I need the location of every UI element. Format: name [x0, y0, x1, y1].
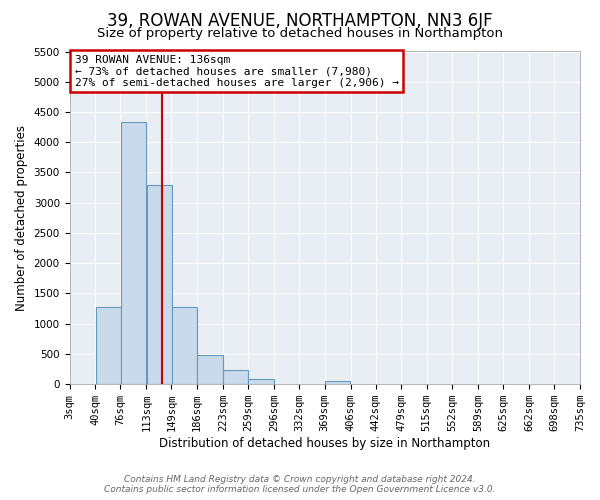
- Text: Size of property relative to detached houses in Northampton: Size of property relative to detached ho…: [97, 28, 503, 40]
- Bar: [146, 184, 172, 384]
- X-axis label: Distribution of detached houses by size in Northampton: Distribution of detached houses by size …: [159, 437, 490, 450]
- Bar: [197, 355, 223, 384]
- Bar: [172, 308, 197, 384]
- Y-axis label: Number of detached properties: Number of detached properties: [15, 125, 28, 311]
- Text: 39, ROWAN AVENUE, NORTHAMPTON, NN3 6JF: 39, ROWAN AVENUE, NORTHAMPTON, NN3 6JF: [107, 12, 493, 30]
- Bar: [223, 370, 248, 384]
- Text: Contains HM Land Registry data © Crown copyright and database right 2024.
Contai: Contains HM Land Registry data © Crown c…: [104, 474, 496, 494]
- Bar: [248, 379, 274, 384]
- Bar: [121, 122, 146, 384]
- Bar: [95, 308, 121, 384]
- Bar: [325, 380, 350, 384]
- Text: 39 ROWAN AVENUE: 136sqm
← 73% of detached houses are smaller (7,980)
27% of semi: 39 ROWAN AVENUE: 136sqm ← 73% of detache…: [74, 55, 398, 88]
